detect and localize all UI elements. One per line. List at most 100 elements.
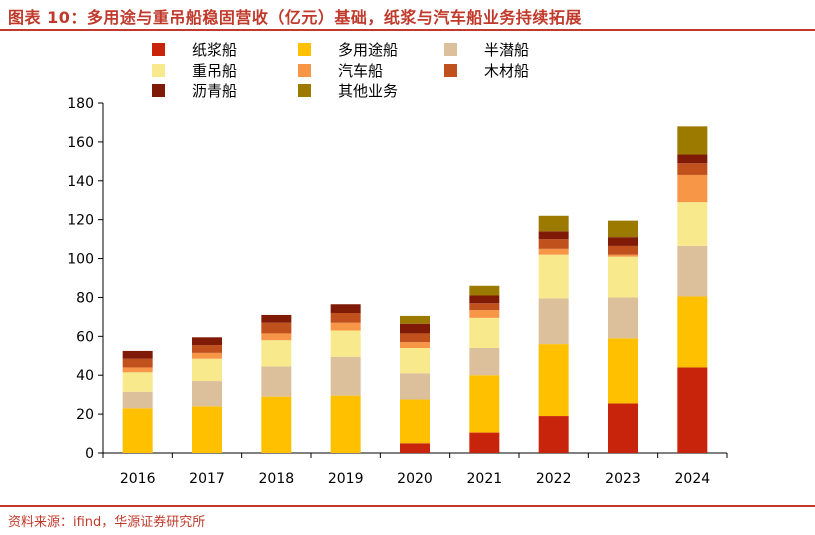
bar-segment [192,406,222,453]
bar-segment [608,245,638,255]
bar-segment [261,340,292,367]
x-tick-label: 2021 [467,471,503,487]
bar-segment [122,367,153,373]
bar-segment [538,416,569,453]
bar-segment [261,314,292,323]
bar-segment [469,375,500,433]
legend-swatch [298,43,311,56]
bar-segment [608,254,638,257]
legend-label: 纸浆船 [192,41,237,59]
bar-segment [469,317,500,348]
bar-segment [677,126,708,155]
legend-label: 半潜船 [484,41,529,59]
bar-segment [261,322,292,334]
bar-segment [330,313,361,323]
y-tick-label: 20 [76,407,94,423]
bar-segment [608,256,638,298]
bar-segment [608,403,638,453]
title-divider [0,29,815,31]
x-tick-label: 2022 [536,471,572,487]
bar-segment [330,395,361,453]
bar-segment [469,295,500,304]
bar-segment [261,366,292,397]
bar-segment [192,345,222,353]
legend-label: 汽车船 [338,62,383,80]
bar-segment [122,372,153,392]
bar-segment [400,315,430,324]
bar-segment [677,163,708,175]
bar-segment [677,154,708,164]
bar-segment [538,248,569,255]
y-tick-label: 180 [67,96,94,112]
bar-segment [400,399,430,444]
bar-segment [400,443,430,453]
bar-segment [608,237,638,246]
bar-segment [677,367,708,453]
x-tick-label: 2023 [605,471,641,487]
bar-segment [538,254,569,299]
bar-segment [400,348,430,374]
bar-segment [538,298,569,345]
bar-segment [330,330,361,357]
bar-segment [400,342,430,348]
bar-segment [469,303,500,311]
bar-segment [538,344,569,417]
legend-label: 多用途船 [338,41,398,59]
legend-swatch [152,43,165,56]
x-axis: 2016 2017 2018 2019 2020 2021 2022 2023 2024 [102,452,728,487]
legend-swatch [298,64,311,77]
bar-segment [122,408,153,453]
bar-segment [677,245,708,297]
y-tick-label: 60 [76,329,94,345]
bar-segment [469,432,500,453]
figure-title: 图表 10：多用途与重吊船稳固营收（亿元）基础，纸浆与汽车船业务持续拓展 [8,8,582,27]
bar-segment [677,296,708,368]
y-tick-label: 100 [67,252,94,268]
bars-layer [122,126,708,453]
x-tick-label: 2017 [189,471,225,487]
y-tick-label: 120 [67,213,94,229]
bar-segment [261,333,292,341]
legend-label: 沥青船 [192,82,237,100]
bar-segment [400,333,430,343]
bar-segment [608,297,638,339]
bar-segment [677,202,708,246]
bar-segment [469,348,500,376]
bar-segment [122,391,153,409]
legend-swatch [152,84,165,97]
x-tick-label: 2016 [120,471,156,487]
x-tick-label: 2024 [675,471,711,487]
legend-label: 其他业务 [338,82,398,100]
y-tick-label: 80 [76,290,94,306]
legend-swatch [152,64,165,77]
bar-segment [192,381,222,407]
source-note: 资料来源：ifind，华源证券研究所 [8,515,206,530]
x-tick-label: 2018 [259,471,295,487]
bar-segment [608,338,638,404]
x-tick-label: 2020 [397,471,433,487]
bar-segment [122,350,153,359]
bar-segment [608,220,638,238]
bar-segment [261,396,292,453]
legend-swatch [444,64,457,77]
x-tick-label: 2019 [328,471,364,487]
y-tick-label: 40 [76,368,94,384]
bar-segment [192,352,222,359]
bar-segment [400,373,430,400]
bar-segment [192,337,222,346]
footer-divider [0,505,815,507]
y-tick-label: 160 [67,135,94,151]
bar-segment [192,358,222,382]
figure-header: 图表 10：多用途与重吊船稳固营收（亿元）基础，纸浆与汽车船业务持续拓展 [0,0,815,32]
y-axis: 0 20 40 60 80 100 120 140 160 180 [67,96,104,462]
legend-swatch [444,43,457,56]
legend-label: 重吊船 [192,62,237,80]
bar-segment [538,231,569,240]
bar-segment [330,304,361,313]
legend-label: 木材船 [484,62,529,80]
bar-segment [538,239,569,249]
bar-segment [469,310,500,318]
bar-segment [330,356,361,396]
